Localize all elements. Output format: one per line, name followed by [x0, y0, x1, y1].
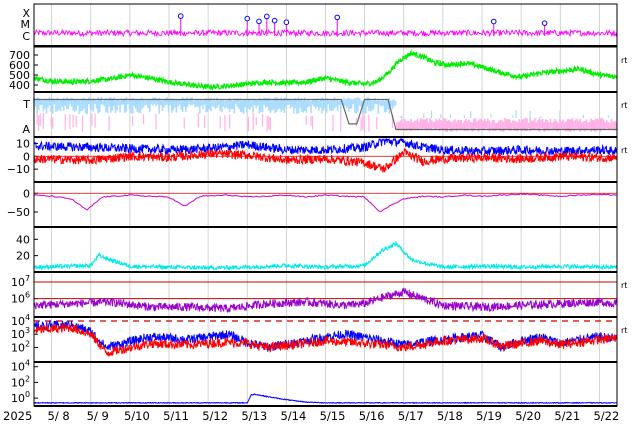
chart-panels: XMC700600500400rtTArt100−10rt0−504020107…: [7, 7, 628, 405]
x-tick-label: 5/22: [593, 409, 619, 423]
xray-flux-line: [33, 28, 618, 38]
x-tick-label: 5/21: [554, 409, 580, 423]
panel-side-mark: rt: [621, 146, 627, 155]
flare-marker: [177, 13, 184, 19]
y-tick-label: 102: [11, 339, 30, 354]
y-tick-label: X: [22, 7, 30, 20]
panel-electron-flux: 107 106 rt: [11, 274, 627, 313]
y-tick-label: M: [21, 18, 31, 31]
series-line: [33, 137, 618, 157]
flare-marker: [256, 18, 262, 25]
y-tick-label: 400: [9, 79, 30, 92]
x-axis: 2025 5/ 8 5/ 9 5/10 5/11 5/12 5/13 5/14 5/15 5/1…: [3, 409, 619, 423]
y-tick-label: 100: [11, 390, 30, 405]
x-tick-label: 5/11: [163, 409, 189, 423]
x-tick-label: 5/18: [437, 409, 463, 423]
y-tick-label: 102: [11, 374, 30, 389]
y-tick-label: 20: [16, 250, 30, 263]
panel-dst-index: 0−50: [7, 187, 617, 219]
y-tick-label: T: [22, 98, 30, 111]
series-line: [33, 48, 618, 91]
flare-marker: [334, 14, 341, 21]
y-tick-label: −10: [7, 163, 30, 176]
x-tick-label: 5/12: [202, 409, 228, 423]
y-tick-label: A: [22, 123, 30, 136]
flare-marker: [271, 17, 278, 24]
sector-trace: [34, 98, 617, 131]
y-tick-label: 500: [9, 69, 30, 82]
y-tick-label: 40: [16, 233, 30, 246]
y-tick-label: 104: [11, 359, 30, 374]
y-tick-label: 10: [16, 137, 30, 150]
x-tick-label: 5/20: [515, 409, 541, 423]
panel-side-mark: rt: [621, 326, 627, 335]
series-line: [33, 147, 618, 173]
x-tick-label: 5/17: [398, 409, 424, 423]
y-tick-label: 107: [11, 274, 30, 289]
y-tick-label: −50: [7, 206, 30, 219]
y-tick-label: 0: [23, 150, 30, 163]
y-tick-label: 0: [23, 187, 30, 200]
series-line: [33, 287, 618, 313]
x-tick-label: 5/19: [476, 409, 502, 423]
series-line: [33, 393, 617, 405]
panel-side-mark: rt: [621, 56, 627, 65]
x-tick-label: 5/14: [280, 409, 306, 423]
y-tick-label: 106: [11, 291, 30, 306]
x-tick-label: 5/16: [359, 409, 385, 423]
x-tick-label: 5/ 8: [48, 409, 70, 423]
panel-side-mark: rt: [621, 101, 627, 110]
series-line: [33, 192, 617, 213]
panel-imf-bz: 100−10 rt: [7, 137, 627, 176]
flare-marker: [283, 19, 290, 26]
panel-side-mark: rt: [621, 281, 627, 290]
x-tick-label: 5/ 9: [87, 409, 109, 423]
x-tick-label: 5/13: [241, 409, 267, 423]
x-axis-year-label: 2025: [3, 409, 32, 423]
y-tick-label: 700: [9, 49, 30, 62]
x-tick-label: 5/15: [320, 409, 346, 423]
series-line: [33, 241, 618, 271]
y-tick-label: 600: [9, 59, 30, 72]
series-line: [33, 322, 618, 358]
flare-marker: [244, 15, 251, 22]
x-tick-label: 5/10: [124, 409, 150, 423]
y-tick-label: C: [22, 30, 30, 43]
panel-xray-flares: XMC: [21, 7, 618, 43]
panel-frames: [33, 3, 618, 407]
flare-marker: [264, 13, 270, 20]
flare-marker: [541, 20, 548, 26]
flare-marker: [490, 18, 497, 25]
